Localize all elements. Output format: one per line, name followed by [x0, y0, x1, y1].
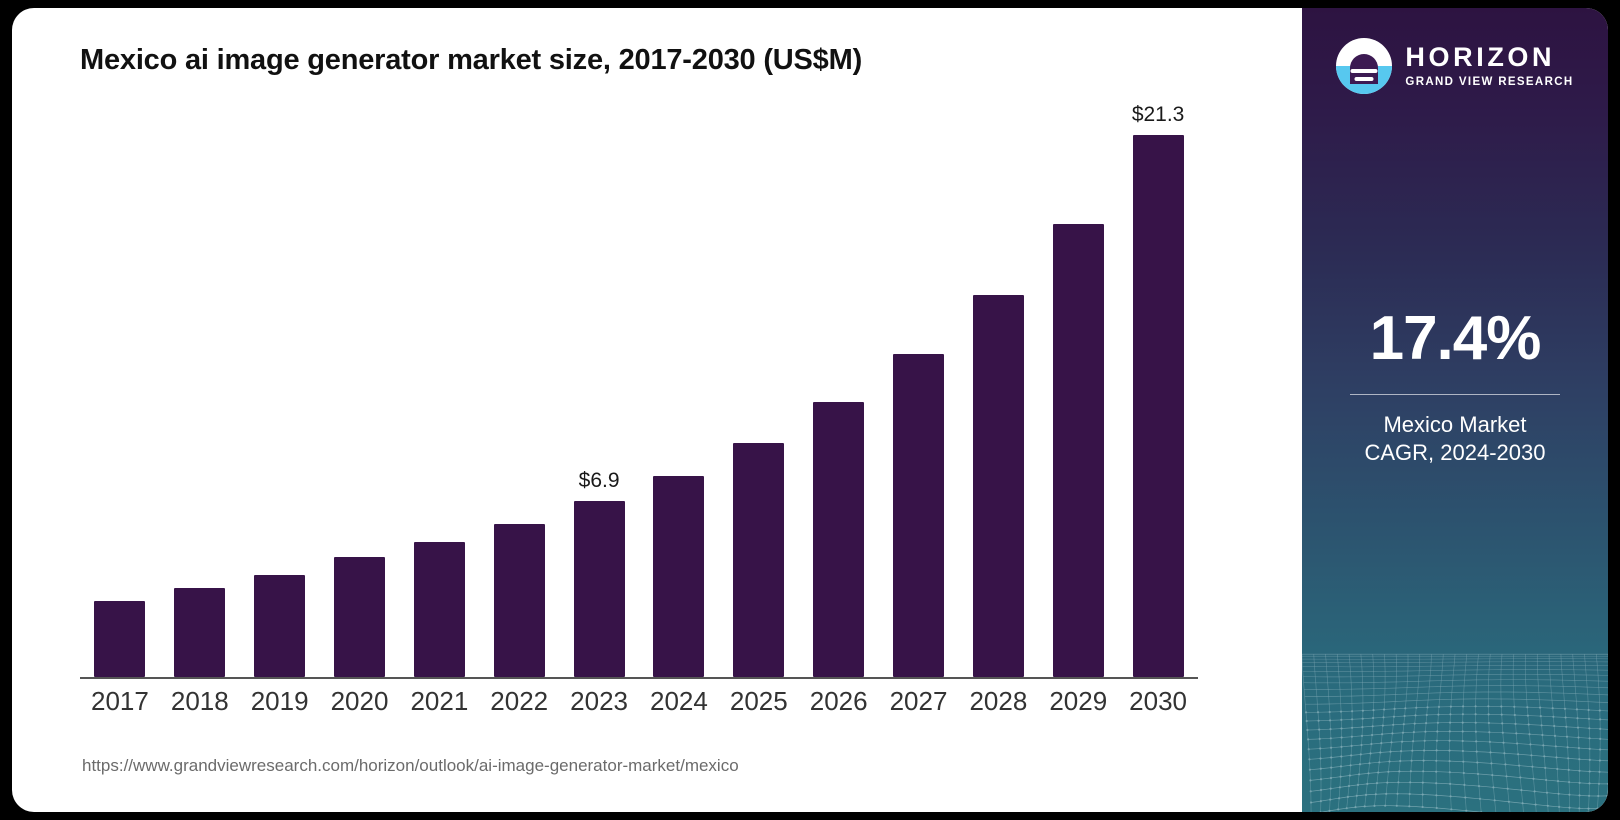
bar-slot: [799, 104, 879, 677]
bar-slot: [160, 104, 240, 677]
brand-wordmark: HORIZON GRAND VIEW RESEARCH: [1405, 41, 1574, 89]
chart-panel: Mexico ai image generator market size, 2…: [12, 8, 1302, 812]
bar[interactable]: [413, 542, 465, 677]
brand-name: HORIZON: [1405, 41, 1556, 72]
bar-slot: [639, 104, 719, 677]
x-axis-tick-2028: 2028: [969, 686, 1028, 716]
chart-title: Mexico ai image generator market size, 2…: [80, 44, 863, 76]
infographic-card: Mexico ai image generator market size, 2…: [12, 8, 1608, 812]
x-axis-tick-2021: 2021: [410, 686, 469, 716]
cagr-caption-line1: Mexico Market: [1383, 412, 1527, 437]
bar[interactable]: [94, 601, 146, 677]
x-axis-tick-2025: 2025: [729, 686, 788, 716]
x-axis-tick-2020: 2020: [330, 686, 389, 716]
brand-logo: HORIZON GRAND VIEW RESEARCH: [1302, 38, 1608, 94]
cagr-caption-line2: CAGR, 2024-2030: [1364, 440, 1546, 466]
cagr-caption: Mexico Market CAGR, 2024-2030: [1302, 411, 1608, 467]
bar[interactable]: [653, 476, 705, 677]
bar-slot: [320, 104, 400, 677]
bar-slot: [240, 104, 320, 677]
cagr-value: 17.4%: [1369, 304, 1542, 373]
bar-slot: [1038, 104, 1118, 677]
wireframe-mesh-graphic: [1302, 653, 1608, 812]
cagr-stat-block: 17.4% Mexico Market CAGR, 2024-2030: [1302, 308, 1608, 467]
x-axis-tick-2029: 2029: [1049, 686, 1108, 716]
horizon-logo-icon: [1336, 38, 1393, 94]
x-axis-tick-2023: 2023: [570, 686, 628, 716]
brand-tagline: GRAND VIEW RESEARCH: [1405, 75, 1574, 88]
bar-value-label: $21.3: [1131, 103, 1185, 126]
bar-value-label: $6.9: [578, 469, 620, 492]
bar-slot: $21.3: [1118, 103, 1198, 677]
bar[interactable]: [254, 575, 306, 677]
bar[interactable]: [1132, 135, 1184, 677]
bar-slot: [958, 104, 1038, 677]
bar[interactable]: [893, 354, 945, 677]
bar[interactable]: [573, 501, 625, 677]
bar[interactable]: [493, 524, 545, 677]
bar[interactable]: [334, 557, 385, 677]
bar-slot: $6.9: [559, 104, 639, 677]
x-axis-tick-2022: 2022: [490, 686, 549, 716]
bar[interactable]: [813, 402, 865, 677]
x-axis-tick-2024: 2024: [650, 686, 708, 716]
x-axis-tick-2018: 2018: [170, 686, 229, 716]
source-url[interactable]: https://www.grandviewresearch.com/horizo…: [82, 756, 739, 775]
x-axis-tick-2017: 2017: [91, 686, 149, 716]
bar[interactable]: [1052, 224, 1104, 677]
x-axis-tick-2027: 2027: [889, 686, 948, 716]
divider: [1350, 394, 1560, 395]
bar-series: $6.9 $21.3: [80, 103, 1198, 677]
bar[interactable]: [972, 295, 1024, 677]
x-axis-tick-labels: 2017 2018 2019 2020 2021 2022 2023 2024 2025 2026…: [80, 686, 1198, 717]
brand-sidebar: HORIZON GRAND VIEW RESEARCH 17.4% Mexico…: [1302, 8, 1608, 812]
x-axis-tick-2030: 2030: [1129, 686, 1188, 716]
bar[interactable]: [174, 588, 226, 677]
logo-bar-top-icon: [1350, 69, 1378, 74]
bar-slot: [479, 104, 559, 677]
bar-slot: [719, 104, 799, 677]
logo-bar-bottom-icon: [1354, 76, 1374, 81]
x-axis-tick-2019: 2019: [250, 686, 309, 716]
bar-slot: [879, 104, 959, 677]
x-axis-line: [80, 677, 1198, 679]
bar-slot: [80, 104, 160, 677]
x-axis-tick-2026: 2026: [809, 686, 868, 716]
bar[interactable]: [733, 443, 785, 677]
bar-slot: [399, 104, 479, 677]
